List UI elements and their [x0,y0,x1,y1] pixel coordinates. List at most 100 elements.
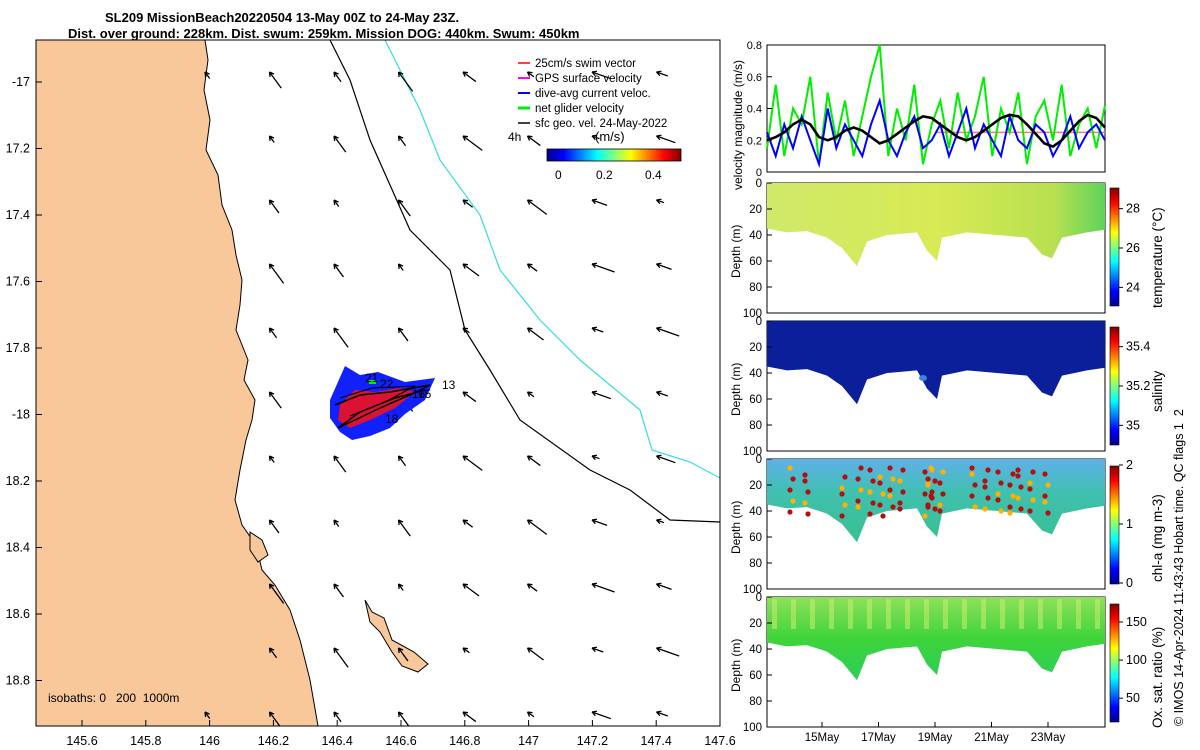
chla-sample-dot [982,478,988,484]
chla-sample-dot [1010,493,1016,499]
geo-velocity-arrow [268,647,278,659]
chla-sample-dot [842,474,848,480]
colorbar-scale-label: 4h [508,130,521,144]
isobath-note: isobaths: 0 200 1000m [48,691,179,705]
geo-velocity-arrow [591,583,615,593]
geo-velocity-arrowhead [721,711,726,716]
geo-velocity-arrow [527,583,538,592]
geo-velocity-arrow [721,200,740,207]
chla-sample-dot [805,489,811,495]
geo-velocity-arrowhead [333,711,339,718]
oxygen-stripe [772,599,777,629]
map-xtick-label: 145.8 [130,734,161,748]
map-ytick-label: 18.8 [6,674,30,688]
salinity-cbar-label: salinity [1150,370,1165,412]
geo-velocity-arrowhead [462,263,469,269]
geo-velocity-arrowhead [591,262,598,269]
chla-sample-dot [802,500,808,506]
geo-velocity-arrowhead [268,71,275,78]
velocity-ytick-label: 0.2 [747,135,762,147]
temperature-colorbar [1109,187,1120,307]
chla-sample-dot [1027,486,1033,492]
map-ytick-label: 18.2 [6,474,30,488]
chla-sample-dot [985,467,991,473]
colorbar-tick-label: 150 [1126,615,1147,629]
day-label: 13 [442,378,456,392]
depth-ytick-label: 80 [749,420,762,432]
date-xtick-label: 17May [861,732,896,744]
isobath-1000m [384,40,720,479]
chla-sample-dot [867,489,873,495]
chla-sample-dot [925,482,931,488]
oxygen-panel: 0 20 40 60 80 100 50 100 150 15May 17May 19May 21May… [729,592,1165,744]
geo-velocity-arrowhead [268,519,275,526]
footer-credit: © IMOS 14-Apr-2024 11:43:43 Hobart time.… [1172,409,1186,726]
colorbar-tick-label: 100 [1126,653,1147,667]
chla-sample-dot [940,469,946,475]
oxygen-stripe [1057,599,1062,629]
geo-velocity-arrowhead [462,135,469,141]
chla-sample-dot [1007,510,1013,516]
geo-velocity-arrowhead [656,582,662,589]
map-xtick-label: 147 [518,734,539,748]
geo-velocity-arrowhead [656,134,662,141]
geo-velocity-arrowhead [397,583,404,590]
day-label: 15 [418,387,432,401]
chla-sample-dot [897,506,903,512]
geo-velocity-arrowhead [526,135,533,141]
map-ytick-label: 18.6 [6,607,30,621]
geo-velocity-arrow [268,71,282,89]
map-ytick-label: 17.8 [6,341,30,355]
geo-velocity-arrow [462,263,480,277]
depth-ytick-label: 0 [756,592,762,604]
geo-velocity-arrow [333,711,342,723]
map-ytick-label: 17.6 [6,275,30,289]
isobath-200m [329,40,720,523]
chla-sample-dot [1045,510,1051,516]
oxygen-cbar-label: Ox. sat. ratio (%) [1150,627,1165,728]
geo-velocity-arrowhead [721,199,726,204]
chla-sample-dot [995,497,1001,503]
geo-velocity-arrowhead [656,262,662,269]
geo-velocity-arrow [656,391,669,397]
depth-ytick-label: 80 [749,558,762,570]
chla-sample-dot [877,480,883,486]
geo-velocity-arrow [656,327,680,337]
oxygen-stripe [848,599,853,629]
chla-sample-dot [969,493,975,499]
chla-sample-dot [887,487,893,493]
map-panel: 21 22 13 16 15 18 145.6 145.8 146 146.2 146.… [6,39,740,748]
geo-velocity-arrowhead [526,455,533,461]
geo-velocity-arrowhead [526,327,533,333]
temperature-axis-ticks: 0 20 40 60 80 100 24 26 28 [743,178,1140,320]
geo-velocity-arrowhead [526,647,533,653]
chla-sample-dot [937,508,943,514]
geo-velocity-arrow [462,711,477,723]
geo-velocity-arrowhead [268,647,275,654]
geo-velocity-arrowhead [591,198,598,205]
geo-velocity-arrow [397,135,407,147]
geo-velocity-arrow [591,711,612,720]
oxygen-stripe [810,599,815,629]
chla-sample-dot [897,500,903,506]
legend-item: 25cm/s swim vector [535,58,636,70]
salinity-field [767,321,1105,405]
geo-velocity-arrow [333,327,349,348]
map-ytick-label: 17.2 [6,142,30,156]
oxygen-stripe [1076,599,1081,629]
chla-sample-dot [1015,495,1021,501]
island-shape [249,531,269,563]
chla-sample-dot [1042,493,1048,499]
temperature-panel: 0 20 40 60 80 100 24 26 28 Depth (m) temperature… [729,178,1165,320]
colorbar-tick-label: 1 [1126,517,1133,531]
depth-ytick-label: 80 [749,282,762,294]
chla-sample-dot [929,467,935,473]
geo-velocity-arrowhead [721,519,726,524]
geo-velocity-arrowhead [721,327,726,332]
geo-velocity-arrowhead [721,455,726,460]
chla-sample-dot [940,491,946,497]
chla-colorbar [1109,465,1120,585]
chla-sample-dot [870,500,876,506]
geo-velocity-arrowhead [591,326,598,333]
geo-velocity-arrow [268,199,280,214]
